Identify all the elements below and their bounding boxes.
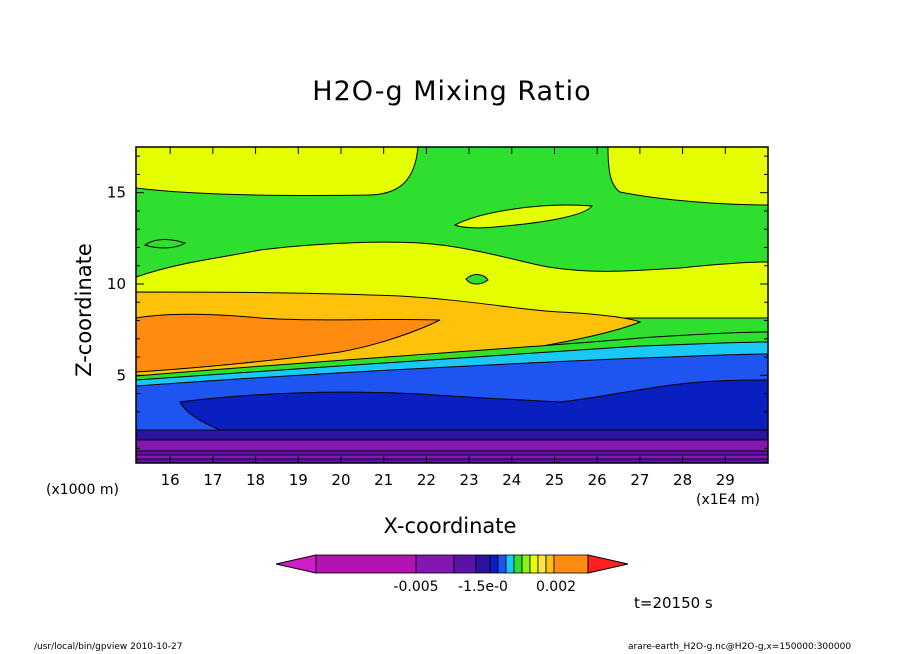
x-axis-label: X-coordinate [383,514,517,538]
x-tick-label: 26 [588,471,607,489]
colorbar-swatch [553,554,589,574]
x-tick-label: 19 [289,471,308,489]
x-scale-label: (x1E4 m) [696,492,760,508]
x-tick-label: 23 [460,471,479,489]
colorbar-swatch [453,554,477,574]
colorbar-swatch [529,554,539,574]
band-green-island-2 [465,274,489,285]
colorbar-swatch [475,554,491,574]
band-green-island-1 [143,239,187,249]
band-yellow-lens [453,204,593,229]
colorbar-swatch [497,554,507,574]
band-top-yellow-right [607,147,768,206]
colorbar-tick-label: -1.5e-0 [458,579,508,595]
colorbar-left-arrow [275,554,317,574]
colorbar-swatch [537,554,547,574]
band-top-yellow-left [136,147,419,196]
x-tick-label: 16 [161,471,180,489]
colorbar-tick-label: 0.002 [536,579,576,595]
time-label: t=20150 s [634,594,713,612]
y-axis-ticks: 5 10 15 [107,155,768,449]
band-indigo [136,429,768,441]
x-tick-label: 29 [716,471,735,489]
colorbar-swatch [315,554,417,574]
chart-title: H2O-g Mixing Ratio [312,76,592,107]
x-tick-label: 27 [630,471,649,489]
band-navy [179,379,768,431]
band-purple [136,439,768,452]
band-orange [136,313,441,373]
y-tick-label: 10 [107,275,126,293]
band-purple-wave [136,454,768,460]
x-axis-ticks: 16 17 18 19 20 21 22 23 24 25 26 27 28 29 [161,147,735,489]
colorbar-swatch [505,554,515,574]
y-axis-label: Z-coordinate [72,243,96,377]
footer-left: /usr/local/bin/gpview 2010-10-27 [34,642,183,652]
x-unit-label: (x1000 m) [46,482,119,498]
colorbar-swatch [415,554,455,574]
x-tick-label: 21 [374,471,393,489]
colorbar-swatch [513,554,523,574]
y-tick-label: 5 [116,366,126,384]
x-tick-label: 25 [545,471,564,489]
x-tick-label: 20 [331,471,350,489]
footer-right: arare-earth_H2O-g.nc@H2O-g,x=150000:3000… [628,642,852,652]
contour-field [136,147,768,463]
plot-frame [135,146,769,464]
colorbar-right-arrow [587,554,629,574]
colorbar-tick-label: -0.005 [393,579,438,595]
x-tick-label: 24 [502,471,521,489]
colorbar: -0.005 -1.5e-0 0.002 [275,554,629,595]
x-tick-label: 22 [417,471,436,489]
colorbar-swatch [521,554,531,574]
x-tick-label: 18 [246,471,265,489]
y-tick-label: 15 [107,184,126,202]
colorbar-swatch [545,554,555,574]
colorbar-swatch [489,554,499,574]
x-tick-label: 17 [203,471,222,489]
x-tick-label: 28 [673,471,692,489]
